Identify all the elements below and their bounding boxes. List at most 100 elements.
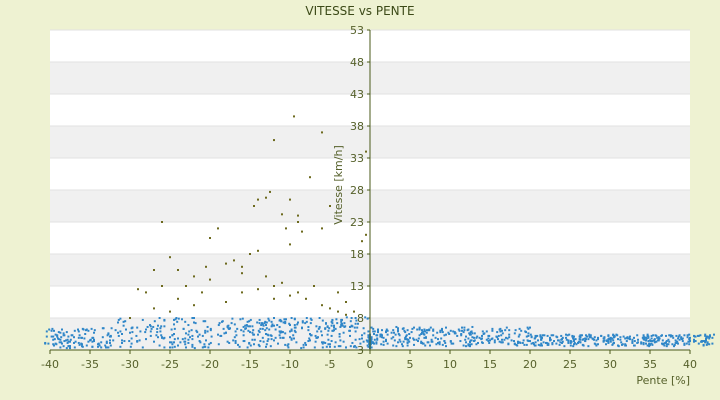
data-point <box>555 342 558 345</box>
data-point <box>345 313 347 316</box>
data-point <box>78 343 81 346</box>
data-point <box>667 338 670 341</box>
data-point <box>265 275 267 278</box>
data-point <box>278 334 281 337</box>
data-point <box>284 322 287 325</box>
data-point <box>69 345 71 348</box>
data-point <box>624 337 627 340</box>
data-point <box>595 344 598 347</box>
data-point <box>190 329 193 332</box>
data-point <box>353 326 356 329</box>
data-point <box>705 343 708 346</box>
data-point <box>65 331 68 334</box>
data-point <box>620 341 623 344</box>
data-point <box>130 337 133 340</box>
data-point <box>54 333 57 336</box>
data-point <box>660 334 663 337</box>
data-point <box>242 334 245 337</box>
data-point <box>336 322 339 325</box>
data-point <box>711 342 714 345</box>
data-point <box>541 336 543 339</box>
data-point <box>217 343 220 346</box>
data-point <box>51 327 54 330</box>
data-point <box>593 338 595 341</box>
data-point <box>456 334 459 337</box>
data-point <box>487 337 490 340</box>
data-point <box>432 334 435 337</box>
data-point <box>234 341 237 344</box>
data-point <box>365 339 368 342</box>
data-point <box>273 139 275 142</box>
x-tick-label: -30 <box>121 358 139 371</box>
data-point <box>425 329 428 332</box>
data-point <box>507 342 510 345</box>
data-point <box>74 340 77 343</box>
data-point <box>415 338 418 341</box>
data-point <box>417 337 420 340</box>
data-point <box>195 329 198 332</box>
data-point <box>406 344 409 347</box>
y-tick-label: 13 <box>350 280 364 293</box>
data-point <box>321 346 324 349</box>
data-point <box>525 343 528 346</box>
data-point <box>370 326 373 329</box>
data-point <box>304 322 307 325</box>
data-point <box>482 333 485 335</box>
data-point <box>109 341 111 344</box>
data-point <box>309 317 312 320</box>
data-point <box>593 342 596 345</box>
data-point <box>185 332 187 335</box>
data-point <box>669 334 672 337</box>
data-point <box>193 321 195 324</box>
data-point <box>181 338 184 341</box>
data-point <box>392 344 395 347</box>
data-point <box>697 342 700 345</box>
data-point <box>558 343 561 346</box>
data-point <box>73 341 75 344</box>
data-point <box>193 317 195 319</box>
data-point <box>114 329 117 332</box>
data-point <box>566 334 569 337</box>
data-point <box>317 336 319 339</box>
data-point <box>422 333 425 335</box>
data-point <box>206 330 209 333</box>
data-point <box>334 341 337 344</box>
data-point <box>385 328 388 331</box>
data-point <box>619 336 622 339</box>
data-point <box>377 328 379 331</box>
data-point <box>220 334 223 337</box>
data-point <box>153 269 155 271</box>
data-point <box>107 346 110 349</box>
data-point <box>573 343 575 346</box>
data-point <box>193 275 195 278</box>
data-point <box>702 340 705 343</box>
data-point <box>278 330 281 333</box>
data-point <box>349 329 351 332</box>
data-point <box>459 340 462 343</box>
data-point <box>279 336 282 339</box>
data-point <box>329 205 331 207</box>
data-point <box>183 340 186 343</box>
data-point <box>375 341 378 344</box>
data-point <box>285 227 287 230</box>
data-point <box>649 339 651 342</box>
data-point <box>331 329 334 332</box>
data-point <box>542 341 545 344</box>
data-point <box>643 337 646 340</box>
data-point <box>688 340 691 343</box>
data-point <box>238 345 241 348</box>
data-point <box>52 343 55 346</box>
data-point <box>57 337 59 340</box>
data-point <box>508 333 511 336</box>
data-point <box>579 334 582 337</box>
data-point <box>350 317 353 319</box>
data-point <box>617 338 619 341</box>
data-point <box>157 336 159 339</box>
data-point <box>370 340 373 343</box>
data-point <box>369 343 372 346</box>
data-point <box>173 341 175 344</box>
data-point <box>406 341 409 344</box>
data-point <box>370 338 373 341</box>
data-point <box>247 325 250 328</box>
data-point <box>228 341 231 344</box>
